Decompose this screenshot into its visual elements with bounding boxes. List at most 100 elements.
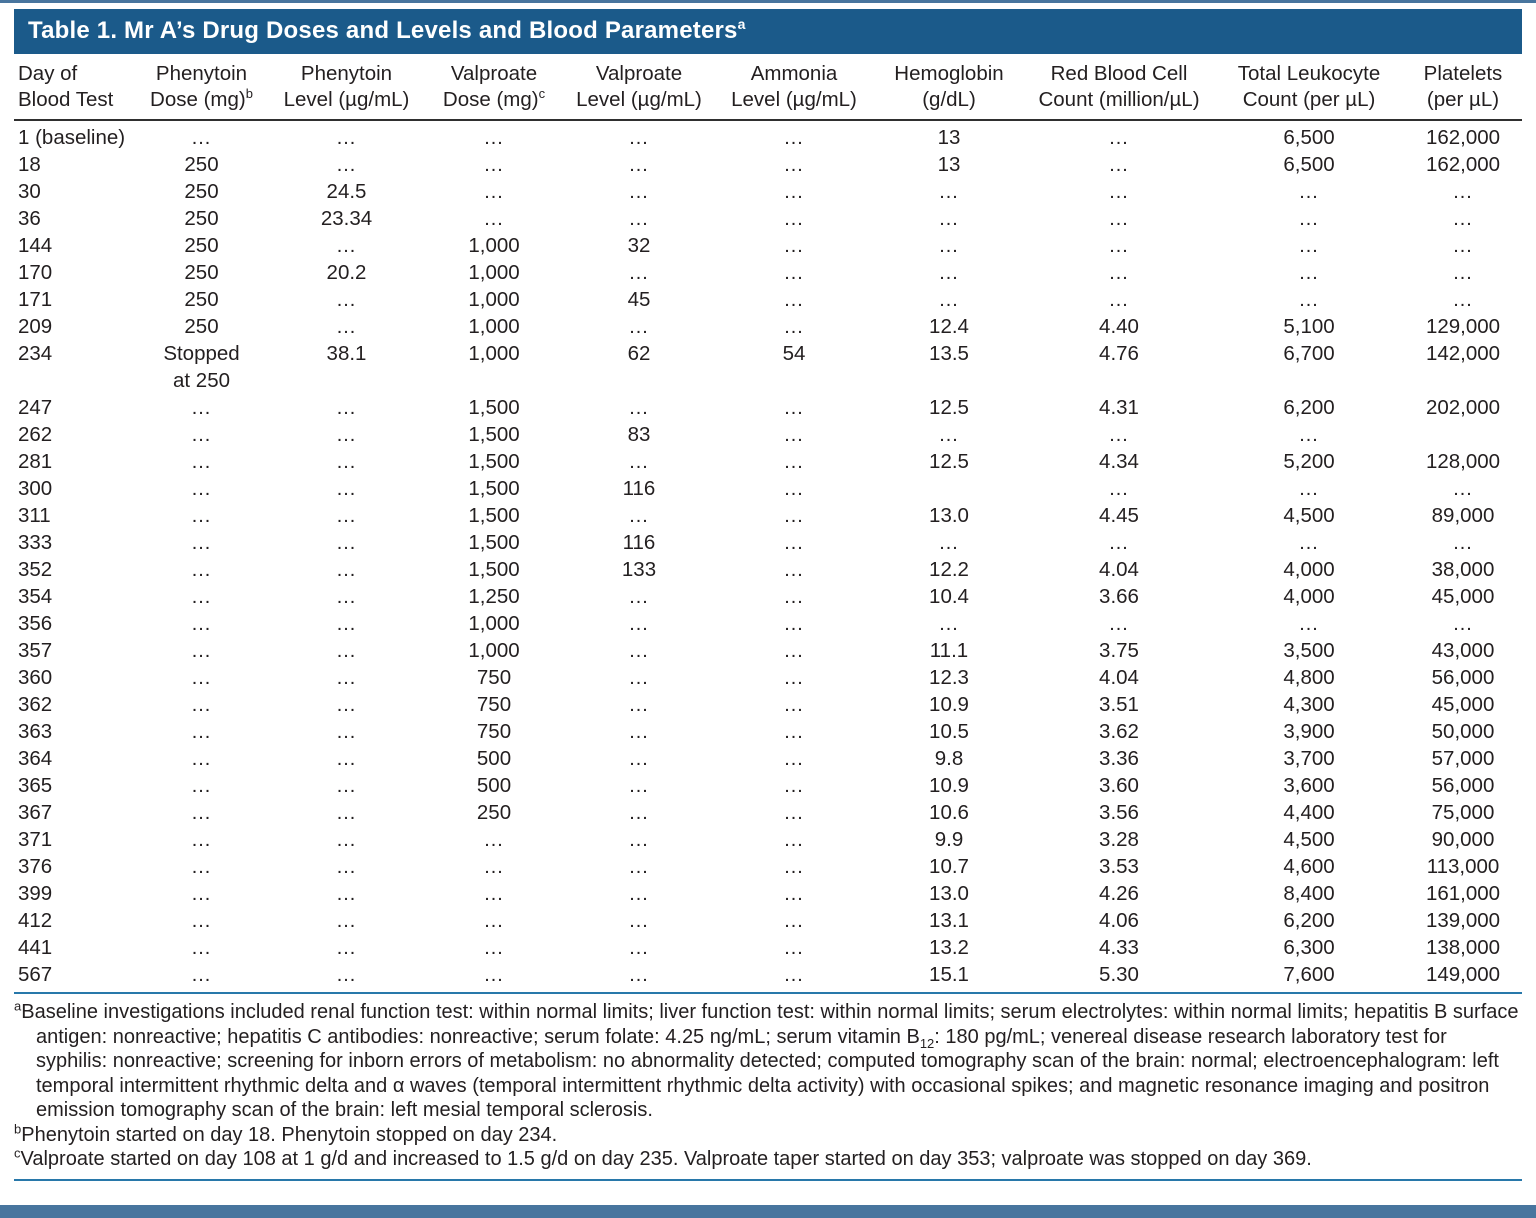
value-cell: 3.53	[1099, 855, 1139, 878]
day-cell: 170	[18, 261, 53, 284]
col-header-platelets: Platelets (per µL)	[1404, 59, 1522, 121]
value-cell: …	[190, 450, 213, 473]
value-cell: 6,200	[1283, 396, 1335, 419]
footnote-a: aBaseline investigations included renal …	[14, 999, 1522, 1123]
value-cell: …	[1108, 288, 1130, 311]
value-cell: 250	[184, 180, 219, 203]
value-cell: Stopped at 250	[163, 342, 240, 392]
value-cell: …	[335, 153, 358, 176]
value-cell: …	[938, 531, 960, 554]
value-cell: 250	[184, 153, 219, 176]
value-cell: 13.5	[929, 342, 969, 365]
value-cell: …	[190, 558, 213, 581]
value-cell: …	[783, 720, 805, 743]
value-cell: …	[190, 747, 213, 770]
day-cell: 234	[18, 342, 53, 365]
value-cell: …	[1452, 612, 1474, 635]
value-cell: 142,000	[1425, 342, 1501, 365]
value-cell: …	[783, 261, 805, 284]
value-cell: …	[1298, 477, 1320, 500]
value-cell: 6,700	[1283, 342, 1335, 365]
value-cell: …	[483, 936, 505, 959]
table-row: 365 … … 500 … … 10.9 3.60 3,600 56,000	[14, 772, 1522, 799]
day-cell: 567	[18, 963, 53, 986]
value-cell: 129,000	[1425, 315, 1501, 338]
value-cell: 24.5	[326, 180, 367, 203]
value-cell: …	[1452, 531, 1474, 554]
value-cell: …	[783, 180, 805, 203]
value-cell: …	[628, 720, 650, 743]
value-cell: …	[1452, 207, 1474, 230]
value-cell: …	[628, 450, 650, 473]
value-cell: 10.9	[929, 774, 969, 797]
value-cell: 750	[476, 666, 512, 689]
value-cell: 128,000	[1425, 450, 1501, 473]
col-header-line: Level (µg/mL)	[716, 87, 872, 113]
value-cell: …	[628, 504, 650, 527]
value-cell: 1,500	[468, 504, 520, 527]
value-cell: …	[335, 774, 358, 797]
value-cell: …	[1108, 531, 1130, 554]
value-cell: …	[1452, 477, 1474, 500]
value-cell: 4.45	[1099, 504, 1139, 527]
page-bottom-band	[0, 1205, 1536, 1218]
data-table: Day of Blood Test Phenytoin Dose (mg)b P…	[14, 59, 1522, 992]
value-cell: 45	[627, 288, 651, 311]
table-row: 354 … … 1,250 … … 10.4 3.66 4,000 45,000	[14, 583, 1522, 610]
value-cell: …	[628, 126, 650, 149]
value-cell: 13.0	[929, 504, 969, 527]
value-cell: 4,000	[1283, 558, 1335, 581]
value-cell: …	[1298, 531, 1320, 554]
col-header-line: Total Leukocyte	[1237, 62, 1381, 85]
value-cell: 149,000	[1425, 963, 1501, 986]
value-cell: 54	[782, 342, 806, 365]
value-cell: 50,000	[1431, 720, 1495, 743]
value-cell: 90,000	[1431, 828, 1495, 851]
value-cell: …	[1108, 180, 1130, 203]
footnote-b-superscript: b	[14, 1120, 22, 1136]
value-cell: 15.1	[929, 963, 969, 986]
value-cell: 3.28	[1099, 828, 1139, 851]
value-cell: …	[1298, 261, 1320, 284]
value-cell: 1,500	[468, 477, 520, 500]
col-header-line: Level (µg/mL)	[566, 87, 712, 113]
value-cell: 3.62	[1099, 720, 1139, 743]
value-cell: 10.6	[929, 801, 969, 824]
table-row: 362 … … 750 … … 10.9 3.51 4,300 45,000	[14, 691, 1522, 718]
col-header-text: (per µL)	[1426, 88, 1500, 111]
value-cell: 4,000	[1283, 585, 1335, 608]
value-cell: …	[628, 180, 650, 203]
value-cell: …	[1298, 207, 1320, 230]
value-cell: 20.2	[326, 261, 367, 284]
value-cell: …	[628, 936, 650, 959]
value-cell: …	[483, 126, 505, 149]
table-row: 333…… 1,500 116……………	[14, 529, 1522, 556]
table-row: 1 (baseline) … … … … … 13 … 6,500 162,000	[14, 120, 1522, 151]
col-header-ammonia-level: Ammonia Level (µg/mL)	[714, 59, 874, 121]
col-header-line: Valproate	[450, 62, 538, 85]
value-cell: 1,000	[468, 342, 520, 365]
value-cell: 3.66	[1099, 585, 1139, 608]
day-cell: 362	[18, 693, 53, 716]
value-cell: 62	[627, 342, 651, 365]
value-cell: …	[190, 855, 213, 878]
table-row: 357 … … 1,000 … … 11.1 3.75 3,500 43,000	[14, 637, 1522, 664]
value-cell: 3,700	[1283, 747, 1335, 770]
table-row: 363 … … 750 … … 10.5 3.62 3,900 50,000	[14, 718, 1522, 745]
value-cell: 4,500	[1283, 828, 1335, 851]
day-cell: 356	[18, 612, 53, 635]
value-cell: …	[335, 288, 358, 311]
value-cell: 162,000	[1425, 153, 1501, 176]
col-header-text: Blood Test	[18, 88, 114, 111]
table-row: 170 250 20.2 1,000………………	[14, 259, 1522, 286]
value-cell: …	[335, 639, 358, 662]
table-row: 412 … … … … … 13.1 4.06 6,200 139,000	[14, 907, 1522, 934]
footnote-c-text: Valproate started on day 108 at 1 g/d an…	[20, 1148, 1312, 1170]
value-cell: …	[190, 882, 213, 905]
day-cell: 262	[18, 423, 53, 446]
value-cell: 3,900	[1283, 720, 1335, 743]
value-cell: …	[335, 585, 358, 608]
value-cell: 4.04	[1099, 558, 1139, 581]
col-header-line: Dose (mg)c	[426, 87, 562, 113]
value-cell: …	[1108, 126, 1130, 149]
